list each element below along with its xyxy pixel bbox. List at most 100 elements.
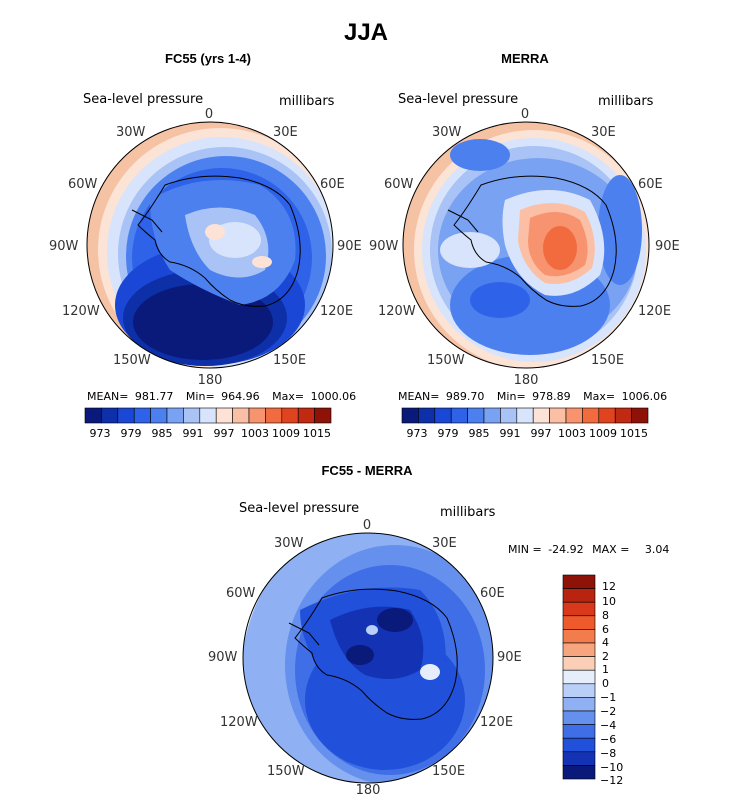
lon-label-180: 180 [198,373,223,388]
max-label: Max= [583,390,615,403]
colorbar-swatch [565,407,583,424]
lon-label-0: 0 [363,518,371,533]
lon-label-90e: 90E [655,239,680,254]
max-value: 1006.06 [622,390,668,403]
lon-label-30w: 30W [116,125,146,140]
min-label: MIN = [508,543,542,556]
max-value: 3.04 [645,543,670,556]
cbar-tick-label: −10 [600,761,623,774]
colorbar-tick-labels: 973 979 985 991 997 1003 1009 1015 [90,427,332,440]
colorbar-swatch [418,407,436,424]
cbar-tick-label: 979 [438,427,459,440]
max-value: 1000.06 [311,390,357,403]
colorbar-swatch [450,407,468,424]
colorbar-swatch [117,407,135,424]
lon-label-90e: 90E [497,650,522,665]
lon-label-30e: 30E [432,536,457,551]
colorbar-swatch [562,642,596,657]
lon-label-150w: 150W [427,353,465,368]
colorbar-swatch [562,615,596,630]
lon-label-60e: 60E [638,177,663,192]
variable-label: Sea-level pressure [239,501,359,516]
mean-value: 981.77 [135,390,174,403]
lon-label-180: 180 [514,373,539,388]
colorbar-swatch [150,407,168,424]
lon-label-120e: 120E [480,715,513,730]
colorbar-swatch [166,407,184,424]
colorbar-swatch [467,407,485,424]
colorbar-swatch [614,407,632,424]
polar-map [403,122,649,368]
max-label: MAX = [592,543,629,556]
colorbar-swatch [101,407,119,424]
lon-label-30e: 30E [591,125,616,140]
colorbar-swatch [562,751,596,766]
colorbar-swatch [248,407,266,424]
cbar-tick-label: 1015 [620,427,648,440]
lon-label-0: 0 [205,107,213,122]
colorbar-tick-labels: 12 10 8 6 4 2 1 0 −1 −2 −4 −6 −8 −10 −12 [600,580,623,787]
lon-label-90w: 90W [49,239,79,254]
colorbar-swatch [516,407,534,424]
min-value: -24.92 [548,543,583,556]
lon-label-150w: 150W [113,353,151,368]
cbar-tick-label: 8 [602,609,609,622]
colorbar-swatch [297,407,315,424]
cbar-tick-label: 0 [602,677,609,690]
cbar-tick-label: 6 [602,623,609,636]
colorbar-swatch [582,407,600,424]
mean-label: MEAN= [87,390,128,403]
cbar-tick-label: 1003 [558,427,586,440]
panel-merra: MERRA Sea-level pressure millibars 0 30E… [369,51,680,440]
polar-map [243,533,493,783]
lon-label-150e: 150E [273,353,306,368]
min-label: Min= [497,390,526,403]
cbar-tick-label: 4 [602,636,609,649]
colorbar-swatch [562,724,596,739]
colorbar-swatch [562,656,596,671]
panel-difference: FC55 - MERRA Sea-level pressure millibar… [208,463,669,798]
cbar-tick-label: 997 [531,427,552,440]
colorbar-swatch [232,407,250,424]
cbar-tick-label: 991 [183,427,204,440]
mean-label: MEAN= [398,390,439,403]
colorbar-tick-labels: 973 979 985 991 997 1003 1009 1015 [407,427,649,440]
lon-label-120w: 120W [220,715,258,730]
colorbar-swatch [483,407,501,424]
lon-label-150e: 150E [591,353,624,368]
lon-label-60w: 60W [226,586,256,601]
lon-label-120e: 120E [638,304,671,319]
lon-label-30e: 30E [273,125,298,140]
cbar-tick-label: 997 [214,427,235,440]
colorbar-swatch [562,765,596,780]
min-value: 964.96 [221,390,260,403]
cbar-tick-label: 1009 [272,427,300,440]
cbar-tick-label: 2 [602,650,609,663]
cbar-tick-label: 10 [602,595,616,608]
lon-label-30w: 30W [274,536,304,551]
stats-line: MIN = -24.92 MAX = 3.04 [508,543,669,556]
variable-label: Sea-level pressure [398,92,518,107]
colorbar-swatch [84,407,102,424]
colorbar-swatch [562,710,596,725]
cbar-tick-label: 985 [469,427,490,440]
units-label: millibars [440,505,496,520]
colorbar-swatch [183,407,201,424]
mean-value: 989.70 [446,390,485,403]
lon-label-60e: 60E [480,586,505,601]
lon-label-150w: 150W [267,764,305,779]
colorbar-swatch [314,407,332,424]
colorbar-swatch [562,629,596,644]
lon-label-90w: 90W [208,650,238,665]
colorbar-swatch [281,407,299,424]
stats-line: MEAN= 981.77 Min= 964.96 Max= 1000.06 [87,390,356,403]
cbar-tick-label: 991 [500,427,521,440]
lon-label-60w: 60W [68,177,98,192]
colorbar-swatch [549,407,567,424]
cbar-tick-label: 1 [602,663,609,676]
lon-label-60e: 60E [320,177,345,192]
lon-label-120w: 120W [62,304,100,319]
colorbar-swatch [562,601,596,617]
colorbar-swatch [434,407,452,424]
